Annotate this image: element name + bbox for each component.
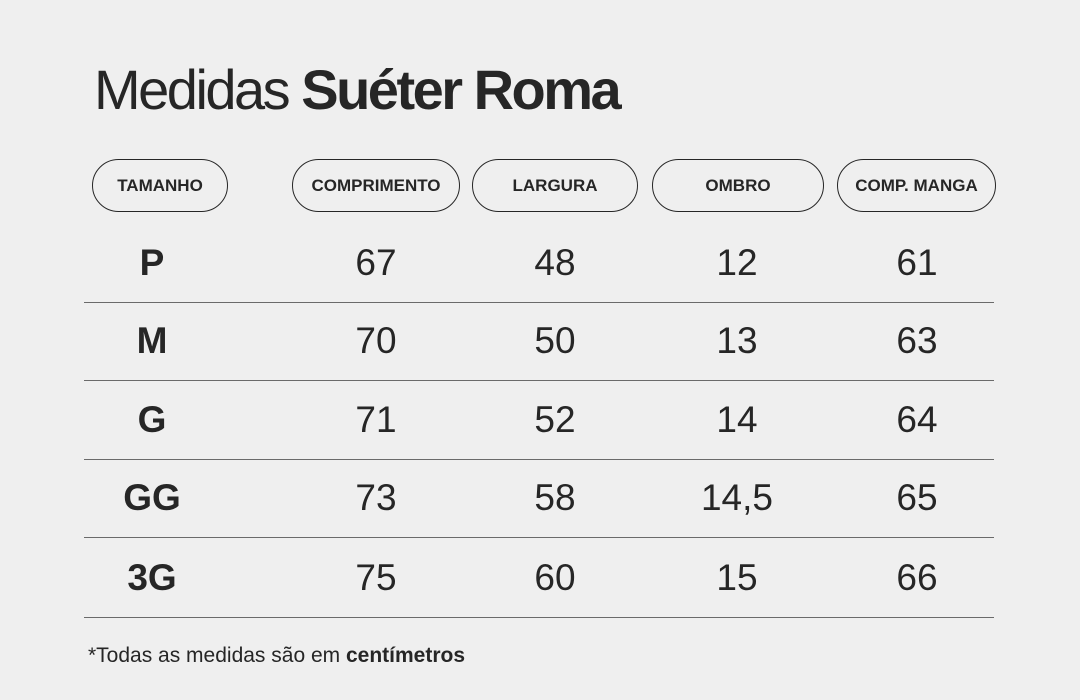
cell-ombro: 12: [716, 242, 758, 283]
title-bold: Suéter Roma: [301, 58, 621, 121]
header-largura: LARGURA: [472, 159, 638, 212]
table-row: GG 73 58 14,5 65: [84, 460, 994, 538]
cell-comp-manga: 64: [896, 399, 938, 440]
cell-comprimento: 75: [355, 557, 397, 598]
footnote: *Todas as medidas são em centímetros: [88, 644, 465, 668]
cell-size: M: [136, 320, 168, 361]
header-tamanho: TAMANHO: [92, 159, 228, 212]
cell-comp-manga: 63: [896, 320, 938, 361]
page-title: Medidas Suéter Roma: [94, 52, 622, 128]
cell-size: 3G: [127, 557, 177, 598]
title-regular: Medidas: [94, 58, 291, 121]
header-ombro: OMBRO: [652, 159, 824, 212]
cell-comprimento: 73: [355, 477, 397, 518]
cell-size: G: [137, 399, 167, 440]
cell-size: P: [139, 242, 165, 283]
cell-ombro: 14,5: [700, 477, 773, 518]
cell-comp-manga: 61: [896, 242, 938, 283]
cell-comprimento: 67: [355, 242, 397, 283]
footnote-unit: centímetros: [345, 644, 466, 667]
cell-comp-manga: 66: [896, 557, 938, 598]
footnote-text: *Todas as medidas são em: [88, 644, 341, 667]
cell-largura: 48: [534, 242, 576, 283]
cell-ombro: 15: [716, 557, 758, 598]
cell-ombro: 14: [716, 399, 758, 440]
cell-size: GG: [123, 477, 181, 518]
table-row: G 71 52 14 64: [84, 382, 994, 460]
cell-comp-manga: 65: [896, 477, 938, 518]
table-row: M 70 50 13 63: [84, 303, 994, 381]
header-comprimento: COMPRIMENTO: [292, 159, 460, 212]
cell-largura: 50: [534, 320, 576, 361]
table-row: P 67 48 12 61: [84, 225, 994, 303]
cell-largura: 52: [534, 399, 576, 440]
cell-ombro: 13: [716, 320, 758, 361]
cell-largura: 58: [534, 477, 576, 518]
cell-comprimento: 70: [355, 320, 397, 361]
cell-largura: 60: [534, 557, 576, 598]
header-comp-manga: COMP. MANGA: [837, 159, 996, 212]
cell-comprimento: 71: [355, 399, 397, 440]
table-row: 3G 75 60 15 66: [84, 540, 994, 618]
